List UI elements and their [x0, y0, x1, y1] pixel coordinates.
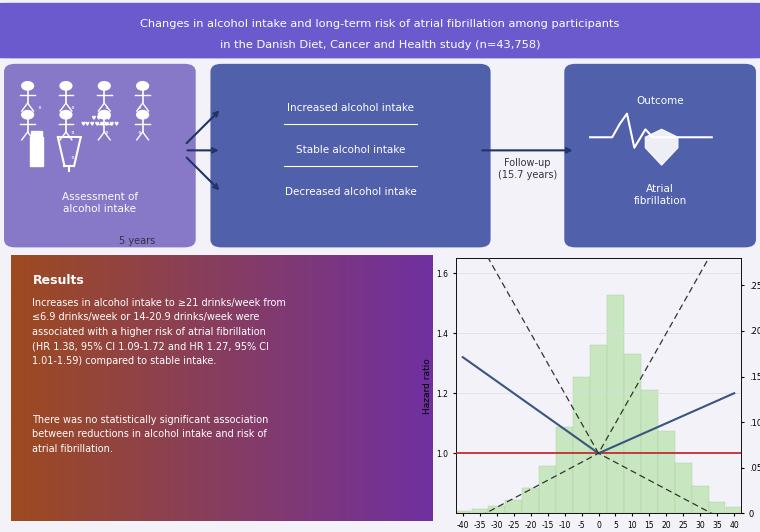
Text: 5 years: 5 years [119, 236, 155, 246]
FancyBboxPatch shape [564, 64, 756, 247]
Text: ⚬: ⚬ [70, 105, 75, 111]
Bar [641, 390, 657, 513]
Text: There was no statistically significant association
between reductions in alcohol: There was no statistically significant a… [33, 415, 269, 454]
Bar [624, 354, 641, 513]
Text: ⚬: ⚬ [103, 130, 109, 137]
Bar [675, 463, 692, 513]
Y-axis label: Hazard ratio: Hazard ratio [423, 358, 432, 413]
Bar [471, 509, 488, 513]
Bar [726, 507, 743, 513]
Bar [505, 500, 522, 513]
Bar [540, 466, 556, 513]
Text: Stable alcohol intake: Stable alcohol intake [296, 145, 405, 155]
Text: Follow-up
(15.7 years): Follow-up (15.7 years) [498, 158, 557, 179]
Text: ⚬: ⚬ [70, 156, 75, 162]
Bar [522, 488, 539, 513]
FancyBboxPatch shape [211, 64, 491, 247]
Circle shape [98, 111, 110, 119]
Bar [30, 137, 43, 166]
Text: Results: Results [33, 274, 84, 287]
Text: Increases in alcohol intake to ≥21 drinks/week from
≤6.9 drinks/week or 14-20.9 : Increases in alcohol intake to ≥21 drink… [33, 298, 287, 365]
Text: ⚬: ⚬ [70, 130, 75, 137]
Text: ♥♥♥♥
♥♥♥♥♥♥♥♥: ♥♥♥♥ ♥♥♥♥♥♥♥♥ [81, 116, 119, 127]
Bar [31, 131, 42, 137]
Text: ⚬: ⚬ [136, 105, 142, 111]
Circle shape [98, 82, 110, 90]
Bar [607, 295, 624, 513]
Text: Assessment of
alcohol intake: Assessment of alcohol intake [62, 192, 138, 214]
Polygon shape [645, 129, 678, 165]
Circle shape [22, 111, 33, 119]
Circle shape [60, 82, 72, 90]
Text: in the Danish Diet, Cancer and Health study (n=43,758): in the Danish Diet, Cancer and Health st… [220, 40, 540, 49]
Text: ⚬: ⚬ [36, 156, 43, 162]
Circle shape [60, 111, 72, 119]
Text: ⚬: ⚬ [36, 105, 43, 111]
Bar [692, 486, 708, 513]
Bar [658, 431, 675, 513]
Bar [573, 377, 590, 513]
Bar [454, 511, 471, 513]
Circle shape [137, 82, 148, 90]
Bar [556, 427, 573, 513]
Bar [489, 506, 505, 513]
Text: ⚬: ⚬ [36, 130, 43, 137]
Circle shape [137, 111, 148, 119]
Text: Changes in alcohol intake and long-term risk of atrial fibrillation among partic: Changes in alcohol intake and long-term … [141, 19, 619, 29]
Text: ⚬: ⚬ [103, 105, 109, 111]
Text: Decreased alcohol intake: Decreased alcohol intake [285, 187, 416, 197]
Text: Increased alcohol intake: Increased alcohol intake [287, 103, 414, 113]
Text: ⚬: ⚬ [136, 130, 142, 137]
FancyBboxPatch shape [0, 3, 760, 59]
Text: Atrial
fibrillation: Atrial fibrillation [634, 184, 687, 206]
FancyBboxPatch shape [4, 64, 196, 247]
Bar [709, 502, 726, 513]
Text: Outcome: Outcome [636, 96, 684, 105]
Bar [591, 345, 606, 513]
Circle shape [22, 82, 33, 90]
